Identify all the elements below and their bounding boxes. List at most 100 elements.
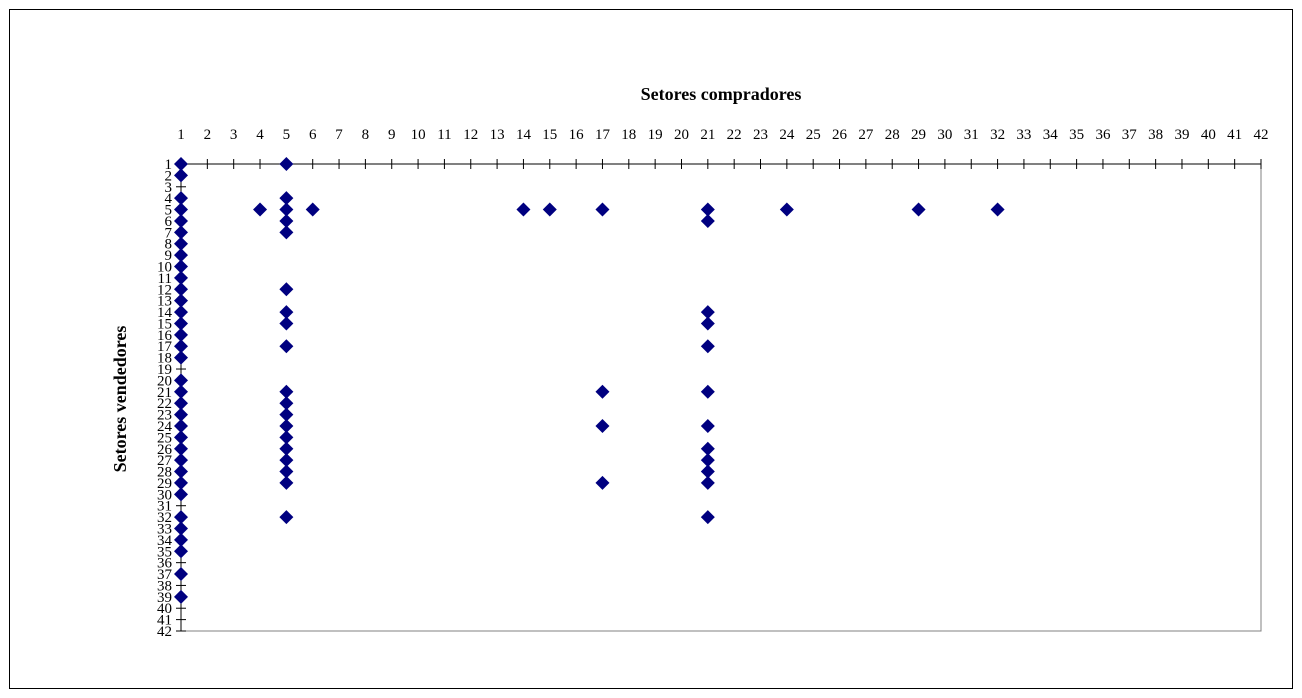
- data-point: [174, 213, 188, 228]
- x-tick-label: 32: [990, 127, 1005, 143]
- data-point: [174, 532, 188, 547]
- x-ticks: 1 2 3 4 5 6 7 8 9 10 11 12 13 14 15 16 17 18 19 20 21 22 23 24 2…: [177, 127, 1269, 169]
- data-point: [174, 384, 188, 399]
- x-tick-label: 5: [283, 127, 291, 143]
- y-ticks: 1234567891011121314151617181920212223242…: [157, 157, 186, 640]
- x-tick-label: 4: [256, 127, 264, 143]
- x-tick-label: 16: [569, 127, 585, 143]
- data-point: [279, 225, 294, 240]
- data-point: [700, 384, 715, 399]
- x-tick-label: 3: [230, 127, 238, 143]
- y-tick-label: 31: [157, 499, 172, 515]
- data-point: [595, 418, 610, 433]
- x-tick-label: 21: [700, 127, 715, 143]
- y-tick-label: 15: [157, 316, 172, 332]
- y-tick-label: 19: [157, 362, 172, 378]
- x-tick-label: 22: [727, 127, 742, 143]
- data-point: [700, 339, 715, 354]
- data-point: [279, 407, 294, 422]
- x-tick-label: 8: [362, 127, 370, 143]
- x-tick-label: 29: [911, 127, 926, 143]
- data-point: [174, 339, 188, 354]
- x-tick-label: 2: [204, 127, 212, 143]
- x-tick-label: 30: [937, 127, 952, 143]
- y-tick-label: 27: [157, 453, 173, 469]
- data-point: [279, 191, 294, 206]
- y-tick-label: 10: [157, 260, 172, 276]
- data-point: [174, 191, 188, 206]
- data-point: [174, 270, 188, 285]
- data-point: [700, 202, 715, 217]
- y-tick-label: 17: [157, 339, 173, 355]
- data-point: [279, 384, 294, 399]
- data-point: [279, 396, 294, 411]
- x-tick-label: 38: [1148, 127, 1163, 143]
- y-tick-label: 40: [157, 601, 172, 617]
- y-tick-label: 22: [157, 396, 172, 412]
- x-tick-label: 33: [1016, 127, 1031, 143]
- data-point: [174, 350, 188, 365]
- data-point: [174, 407, 188, 422]
- y-tick-label: 26: [157, 442, 173, 458]
- y-tick-label: 38: [157, 578, 172, 594]
- data-point: [595, 202, 610, 217]
- x-tick-label: 25: [806, 127, 821, 143]
- y-tick-label: 23: [157, 408, 172, 424]
- y-tick-label: 7: [165, 225, 173, 241]
- y-tick-label: 4: [165, 191, 173, 207]
- data-point: [174, 293, 188, 308]
- data-point: [174, 544, 188, 559]
- x-tick-label: 1: [177, 127, 185, 143]
- x-tick-label: 18: [621, 127, 636, 143]
- x-tick-label: 12: [463, 127, 478, 143]
- data-points: [174, 157, 1005, 604]
- data-point: [279, 475, 294, 490]
- y-tick-label: 41: [157, 613, 172, 629]
- y-tick-label: 28: [157, 465, 172, 481]
- data-point: [174, 248, 188, 263]
- y-tick-label: 6: [165, 214, 173, 230]
- data-point: [174, 225, 188, 240]
- data-point: [174, 316, 188, 331]
- y-tick-label: 20: [157, 373, 172, 389]
- data-point: [516, 202, 531, 217]
- data-point: [279, 316, 294, 331]
- plot-area: [180, 163, 1262, 632]
- y-tick-label: 42: [157, 624, 172, 640]
- y-tick-label: 8: [165, 237, 173, 253]
- x-tick-label: 40: [1201, 127, 1216, 143]
- data-point: [174, 373, 188, 388]
- y-tick-label: 25: [157, 430, 172, 446]
- y-tick-label: 18: [157, 351, 172, 367]
- data-point: [279, 453, 294, 468]
- data-point: [174, 475, 188, 490]
- data-point: [779, 202, 794, 217]
- x-tick-label: 11: [437, 127, 451, 143]
- y-tick-label: 13: [157, 294, 172, 310]
- y-tick-label: 5: [165, 203, 173, 219]
- y-tick-label: 14: [157, 305, 173, 321]
- x-tick-label: 27: [858, 127, 874, 143]
- data-point: [279, 202, 294, 217]
- data-point: [174, 487, 188, 502]
- y-tick-label: 12: [157, 282, 172, 298]
- data-point: [174, 567, 188, 582]
- x-tick-label: 35: [1069, 127, 1084, 143]
- data-point: [174, 464, 188, 479]
- y-tick-label: 29: [157, 476, 172, 492]
- data-point: [174, 168, 188, 183]
- data-point: [279, 339, 294, 354]
- scatter-chart: 1 2 3 4 5 6 7 8 9 10 11 12 13 14 15 16 17 18 19 20 21 22 23 24 2…: [110, 84, 1269, 640]
- x-tick-label: 28: [885, 127, 900, 143]
- data-point: [279, 157, 294, 171]
- data-point: [700, 305, 715, 320]
- x-tick-label: 41: [1227, 127, 1242, 143]
- x-tick-label: 24: [779, 127, 795, 143]
- x-tick-label: 36: [1095, 127, 1111, 143]
- x-tick-label: 9: [388, 127, 396, 143]
- y-tick-label: 36: [157, 556, 173, 572]
- data-point: [174, 589, 188, 604]
- y-tick-label: 35: [157, 544, 172, 560]
- data-point: [305, 202, 320, 217]
- data-point: [279, 418, 294, 433]
